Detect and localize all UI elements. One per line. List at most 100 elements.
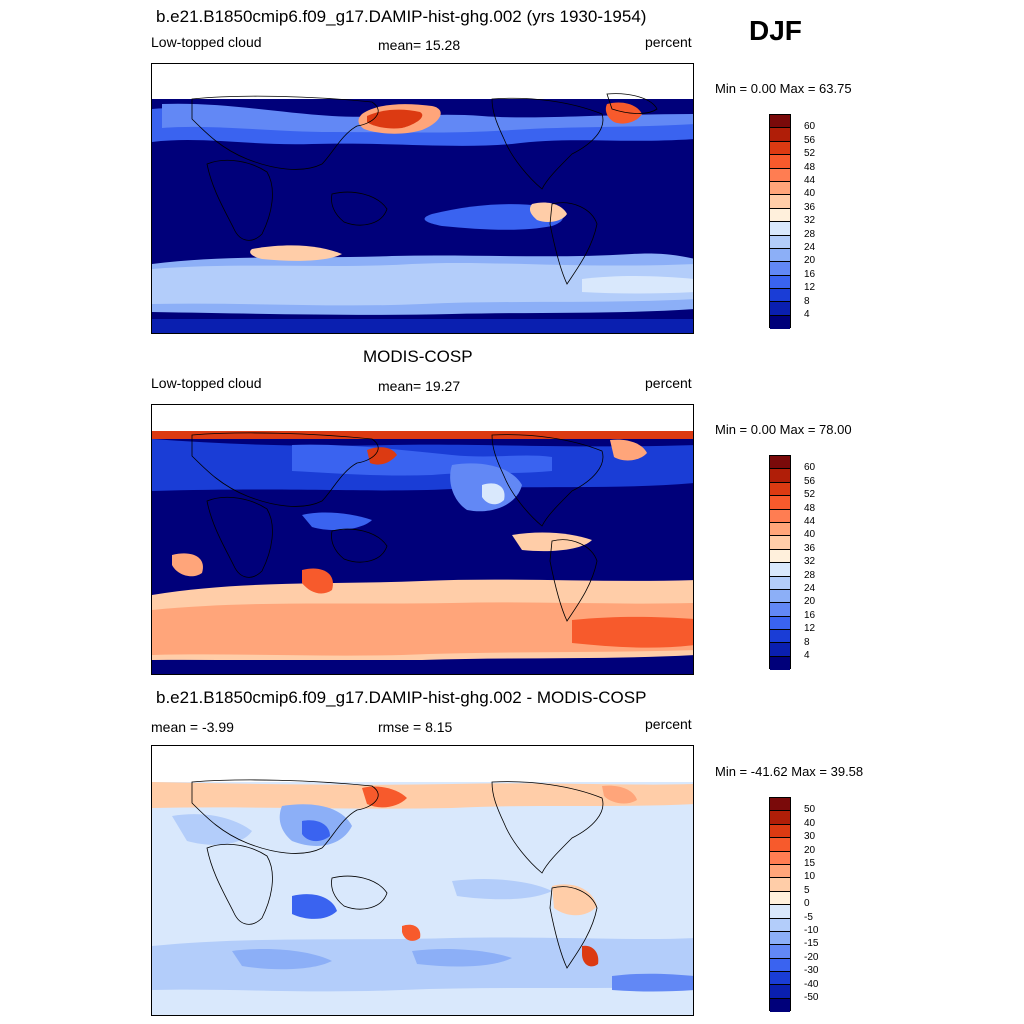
colorbar-tick-label: 48: [804, 161, 816, 173]
panel-2-minmax: Min = 0.00 Max = 78.00: [715, 422, 852, 437]
colorbar-swatch: [770, 864, 790, 879]
colorbar-swatch: [770, 851, 790, 865]
colorbar-swatch: [770, 248, 790, 263]
panel-1-variable-label: Low-topped cloud: [151, 34, 262, 50]
panel-3-units-label: percent: [645, 716, 692, 732]
season-label: DJF: [749, 15, 802, 46]
colorbar-swatch: [770, 576, 790, 590]
panel-3-minmax: Min = -41.62 Max = 39.58: [715, 764, 864, 779]
colorbar-tick-label: 32: [804, 215, 816, 227]
colorbar-tick-label: 8: [804, 295, 810, 307]
panel-1-minmax: Min = 0.00 Max = 63.75: [715, 81, 852, 96]
colorbar-tick-label: -15: [804, 938, 819, 950]
panel-3-mean-label: mean = -3.99: [151, 719, 234, 735]
colorbar-swatch: [770, 998, 790, 1013]
colorbar-tick-label: 10: [804, 871, 816, 883]
colorbar-tick-label: 30: [804, 831, 816, 843]
colorbar-swatch: [770, 958, 790, 973]
colorbar-tick-label: 40: [804, 529, 816, 541]
colorbar-swatch: [770, 302, 790, 316]
colorbar-swatch: [770, 496, 790, 510]
colorbar-tick-label: 60: [804, 462, 816, 474]
colorbar-swatch: [770, 643, 790, 657]
colorbar-tick-label: 50: [804, 804, 816, 816]
colorbar-tick-label: -10: [804, 925, 819, 936]
colorbar-tick-label: -5: [804, 911, 813, 923]
colorbar-swatch: [770, 181, 790, 196]
colorbar-tick-label: 44: [804, 175, 816, 186]
colorbar-swatch: [770, 128, 790, 142]
panel-2-map: [151, 404, 694, 675]
colorbar-tick-label: 44: [804, 516, 816, 527]
colorbar-tick-label: 0: [804, 898, 810, 910]
panel-3-title: b.e21.B1850cmip6.f09_g17.DAMIP-hist-ghg.…: [156, 688, 647, 707]
colorbar-swatch: [770, 289, 790, 303]
panel-2-units-label: percent: [645, 375, 692, 391]
colorbar-swatch: [770, 838, 790, 852]
panel-3-colorbar: [769, 797, 791, 1013]
colorbar-tick-label: 36: [804, 542, 816, 554]
colorbar-tick-label: -30: [804, 965, 819, 977]
colorbar-tick-label: 5: [804, 884, 810, 896]
colorbar-tick-label: 24: [804, 242, 816, 253]
panel-1-colorbar: [769, 114, 791, 330]
colorbar-swatch: [770, 549, 790, 564]
colorbar-swatch: [770, 563, 790, 577]
colorbar-swatch: [770, 235, 790, 249]
colorbar-swatch: [770, 811, 790, 825]
colorbar-tick-label: 56: [804, 134, 816, 146]
colorbar-tick-label: 52: [804, 148, 816, 160]
colorbar-swatch: [770, 918, 790, 932]
colorbar-swatch: [770, 195, 790, 209]
colorbar-swatch: [770, 469, 790, 483]
colorbar-swatch: [770, 798, 790, 812]
panel-1-units-label: percent: [645, 34, 692, 50]
colorbar-swatch: [770, 168, 790, 182]
colorbar-swatch: [770, 616, 790, 631]
colorbar-swatch: [770, 656, 790, 671]
colorbar-tick-label: 16: [804, 268, 816, 280]
colorbar-tick-label: 56: [804, 475, 816, 487]
colorbar-tick-label: 8: [804, 636, 810, 648]
panel-2-title: MODIS-COSP: [363, 347, 473, 366]
colorbar-swatch: [770, 115, 790, 129]
colorbar-tick-label: -50: [804, 992, 819, 1003]
colorbar-swatch: [770, 972, 790, 986]
colorbar-tick-label: -40: [804, 978, 819, 990]
colorbar-swatch: [770, 315, 790, 330]
colorbar-tick-label: 4: [804, 650, 810, 661]
colorbar-tick-label: 32: [804, 556, 816, 568]
colorbar-tick-label: 40: [804, 817, 816, 829]
colorbar-tick-label: -20: [804, 951, 819, 963]
colorbar-tick-label: 28: [804, 569, 816, 581]
colorbar-tick-label: 52: [804, 489, 816, 501]
panel-2-colorbar: [769, 455, 791, 671]
colorbar-swatch: [770, 141, 790, 156]
colorbar-tick-label: 20: [804, 596, 816, 608]
colorbar-swatch: [770, 262, 790, 276]
colorbar-swatch: [770, 536, 790, 550]
colorbar-swatch: [770, 509, 790, 523]
colorbar-swatch: [770, 985, 790, 999]
panel-3-map: [151, 745, 694, 1016]
colorbar-tick-label: 48: [804, 502, 816, 514]
colorbar-tick-label: 12: [804, 282, 816, 294]
colorbar-tick-label: 40: [804, 188, 816, 200]
colorbar-swatch: [770, 208, 790, 223]
colorbar-swatch: [770, 222, 790, 236]
colorbar-tick-label: 60: [804, 121, 816, 133]
panel-1-title: b.e21.B1850cmip6.f09_g17.DAMIP-hist-ghg.…: [156, 7, 647, 26]
colorbar-swatch: [770, 945, 790, 959]
panel-3-rmse-label: rmse = 8.15: [378, 719, 453, 735]
colorbar-swatch: [770, 931, 790, 946]
colorbar-tick-label: 20: [804, 844, 816, 856]
colorbar-tick-label: 28: [804, 228, 816, 240]
colorbar-swatch: [770, 603, 790, 617]
colorbar-swatch: [770, 891, 790, 906]
colorbar-swatch: [770, 155, 790, 169]
colorbar-swatch: [770, 878, 790, 892]
colorbar-tick-label: 20: [804, 255, 816, 267]
colorbar-tick-label: 16: [804, 609, 816, 621]
colorbar-tick-label: 12: [804, 623, 816, 635]
colorbar-tick-label: 36: [804, 201, 816, 213]
